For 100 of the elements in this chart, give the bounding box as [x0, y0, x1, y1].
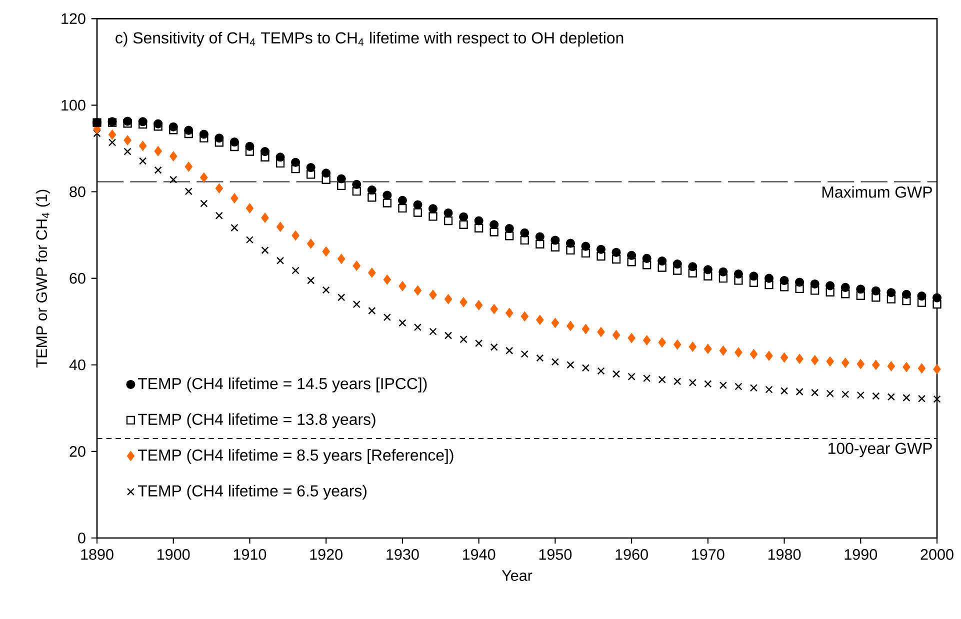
point	[170, 176, 178, 184]
point	[184, 188, 192, 196]
point	[642, 254, 652, 263]
y-axis-title: TEMP or GWP for CH$_{4}$ (1)	[36, 190, 50, 368]
point	[581, 242, 590, 251]
point	[535, 232, 544, 242]
point	[688, 378, 696, 386]
point	[413, 200, 422, 210]
ref-line-label: Maximum GWP	[822, 186, 932, 198]
point	[382, 190, 392, 200]
point	[307, 276, 315, 284]
point	[506, 346, 514, 354]
point	[856, 284, 866, 294]
point	[719, 346, 728, 356]
point	[764, 274, 774, 283]
point	[780, 276, 789, 286]
point	[338, 254, 346, 264]
x-tick-label: 1910	[234, 549, 266, 560]
point	[658, 376, 666, 384]
x-tick-label: 1970	[692, 549, 724, 560]
point	[840, 282, 850, 292]
point	[704, 344, 712, 354]
point	[734, 347, 742, 358]
point	[872, 392, 880, 400]
point	[674, 378, 682, 386]
point	[704, 380, 712, 388]
y-tick-label: 20	[70, 446, 86, 457]
point	[536, 240, 544, 248]
point	[780, 352, 788, 363]
point	[154, 119, 163, 128]
point	[826, 281, 835, 290]
y-tick-label: 120	[62, 13, 86, 24]
legend-label: TEMP (CH4 lifetime = 8.5 years [Reference])	[138, 449, 454, 464]
point	[796, 354, 804, 364]
legend-label: TEMP (CH4 lifetime = 6.5 years)	[138, 484, 366, 500]
point	[230, 137, 239, 147]
point	[810, 355, 819, 366]
point	[444, 208, 453, 218]
x-axis-title: Year	[502, 570, 532, 581]
point	[199, 130, 208, 139]
point	[810, 279, 820, 288]
point	[261, 212, 269, 223]
point	[230, 224, 238, 232]
point	[215, 183, 224, 194]
point	[170, 151, 178, 162]
point	[429, 290, 437, 300]
x-tick-label: 1890	[81, 549, 114, 560]
y-tick-label: 0	[78, 532, 86, 544]
ref-line-label: 100-year GWP	[828, 442, 932, 458]
point	[338, 294, 346, 302]
point	[246, 203, 254, 214]
point	[459, 212, 468, 222]
point	[93, 130, 101, 138]
point	[230, 193, 238, 204]
point	[688, 342, 696, 352]
point	[138, 117, 148, 126]
point	[352, 300, 360, 308]
x-tick-label: 1950	[539, 549, 572, 560]
point	[291, 158, 300, 167]
point	[566, 320, 574, 331]
point	[658, 337, 666, 348]
point	[718, 267, 728, 276]
point	[612, 330, 620, 340]
point	[414, 285, 422, 296]
point	[842, 390, 850, 398]
point	[168, 122, 178, 132]
point	[796, 388, 804, 396]
point	[628, 372, 636, 380]
point	[246, 236, 254, 244]
point	[352, 260, 360, 271]
point	[444, 332, 452, 340]
point	[887, 361, 896, 372]
point	[124, 148, 132, 156]
point	[413, 208, 422, 217]
point	[383, 274, 392, 285]
point	[734, 382, 742, 390]
text: c) Sensitivity of CH$_{4}$ TEMPs to CH$_{4}$ lifetime with respect to OH depletion	[116, 32, 624, 47]
point	[932, 293, 942, 302]
y-tick-label: 100	[62, 100, 86, 111]
point	[643, 374, 651, 382]
point	[474, 224, 484, 232]
x-tick-label: 1940	[462, 549, 496, 560]
point	[276, 152, 285, 162]
point	[428, 204, 438, 214]
point	[582, 364, 590, 372]
point	[520, 311, 528, 322]
point	[383, 313, 391, 322]
point	[550, 236, 560, 245]
x-tick-label: 1990	[844, 549, 878, 560]
point	[490, 228, 498, 236]
point	[215, 212, 223, 220]
point	[703, 265, 712, 274]
point	[520, 228, 530, 238]
point	[780, 387, 788, 395]
point	[414, 323, 422, 332]
point	[536, 354, 544, 362]
point	[444, 216, 453, 226]
point	[398, 204, 407, 213]
x-tick-label: 1980	[768, 549, 801, 560]
point	[826, 356, 834, 366]
